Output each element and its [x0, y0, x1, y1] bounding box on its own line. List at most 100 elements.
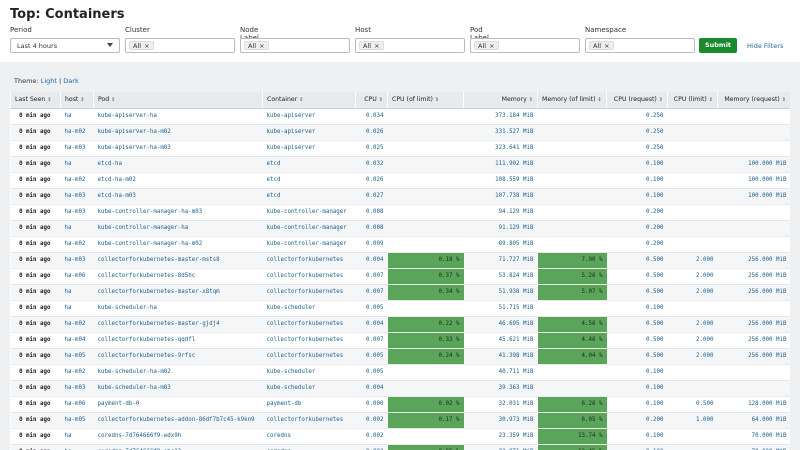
table-cell[interactable]: ha — [60, 220, 94, 237]
table-cell[interactable]: coredns-7d764666f9-wdx9h — [93, 428, 263, 445]
column-header[interactable]: Memory (of limit) ⇕ — [537, 92, 607, 109]
close-icon[interactable]: × — [144, 42, 150, 50]
table-cell[interactable]: ha-m03 — [60, 380, 94, 397]
table-cell[interactable]: ha — [60, 444, 94, 450]
table-row[interactable]: 0 min ago ha collectorforkubernetes-master… — [10, 284, 790, 301]
table-cell[interactable]: ha-m02 — [60, 316, 94, 333]
table-row[interactable]: 0 min ago ha-m02 collectorforkubernetes-ma… — [10, 316, 790, 333]
column-header[interactable]: Memory ⇕ — [463, 92, 538, 109]
table-cell[interactable]: kube-apiserver-ha-m02 — [93, 124, 263, 141]
table-cell[interactable]: etcd — [262, 156, 356, 173]
hide-filters-link[interactable]: Hide Filters — [747, 42, 784, 50]
table-cell[interactable]: etcd — [262, 188, 356, 205]
table-row[interactable]: 0 min ago ha coredns-7d764666f9-wdx9h cored… — [10, 428, 790, 445]
table-cell[interactable]: kube-scheduler-ha-m02 — [93, 364, 263, 381]
table-cell[interactable]: kube-apiserver — [262, 124, 356, 141]
table-cell[interactable]: etcd — [262, 172, 356, 189]
table-row[interactable]: 0 min ago ha-m05 collectorforkubernetes-9r… — [10, 348, 790, 365]
table-cell[interactable]: kube-controller-manager-ha-m03 — [93, 204, 263, 221]
submit-button[interactable]: Submit — [699, 38, 737, 53]
table-cell[interactable]: ha-m05 — [60, 348, 94, 365]
table-cell[interactable]: ha — [60, 156, 94, 173]
column-header[interactable]: CPU (of limit) ⇕ — [387, 92, 464, 109]
table-cell[interactable]: collectorforkubernetes-qqdfl — [93, 332, 263, 349]
table-cell[interactable]: ha-m02 — [60, 172, 94, 189]
sort-icon[interactable]: ⇕ — [434, 97, 440, 104]
host-input[interactable]: All × — [355, 38, 465, 53]
table-row[interactable]: 0 min ago ha-m02 kube-scheduler-ha-m02 kube… — [10, 364, 790, 381]
table-cell[interactable]: ha-m05 — [60, 412, 94, 429]
table-cell[interactable]: coredns — [262, 444, 356, 450]
table-row[interactable]: 0 min agohacoredns-7d764666f9-abc12cored… — [10, 444, 790, 450]
table-cell[interactable]: kube-controller-manager-ha — [93, 220, 263, 237]
table-row[interactable]: 0 min ago ha-m04 collectorforkubernetes-qq… — [10, 332, 790, 349]
table-cell[interactable]: ha-m03 — [60, 252, 94, 269]
table-row[interactable]: 0 min ago ha-m03 kube-scheduler-ha-m03 kube… — [10, 380, 790, 397]
table-cell[interactable]: collectorforkubernetes — [262, 268, 356, 285]
namespace-input[interactable]: All × — [585, 38, 695, 53]
table-cell[interactable]: ha-m03 — [60, 188, 94, 205]
table-cell[interactable]: collectorforkubernetes — [262, 316, 356, 333]
table-row[interactable]: 0 min ago ha-m06 collectorforkubernetes-8d… — [10, 268, 790, 285]
theme-light-link[interactable]: Light — [40, 77, 57, 85]
sort-icon[interactable]: ⇕ — [528, 97, 533, 104]
column-header[interactable]: Pod ⇕ — [93, 92, 263, 109]
sort-icon[interactable]: ⇕ — [708, 97, 713, 104]
table-cell[interactable]: collectorforkubernetes-master-msts8 — [93, 252, 263, 269]
sort-icon[interactable]: ⇕ — [47, 97, 52, 104]
table-cell[interactable]: kube-controller-manager — [262, 236, 356, 253]
table-cell[interactable]: collectorforkubernetes — [262, 348, 356, 365]
column-header[interactable]: host ⇕ — [60, 92, 94, 109]
table-cell[interactable]: collectorforkubernetes — [262, 412, 356, 429]
table-cell[interactable]: etcd-ha — [93, 156, 263, 173]
table-cell[interactable]: coredns-7d764666f9-abc12 — [93, 444, 263, 450]
table-row[interactable]: 0 min ago ha-m02 etcd-ha-m02 etcd 0.026 108.5… — [10, 172, 790, 189]
table-cell[interactable]: collectorforkubernetes-master-gjdj4 — [93, 316, 263, 333]
column-header[interactable]: CPU (request) ⇕ — [606, 92, 668, 109]
table-cell[interactable]: collectorforkubernetes-master-x8tqm — [93, 284, 263, 301]
table-cell[interactable]: collectorforkubernetes — [262, 284, 356, 301]
table-cell[interactable]: ha-m06 — [60, 396, 94, 413]
table-row[interactable]: 0 min ago ha-m03 kube-controller-manager-h… — [10, 204, 790, 221]
table-cell[interactable]: kube-scheduler — [262, 380, 356, 397]
table-cell[interactable]: coredns — [262, 428, 356, 445]
table-row[interactable]: 0 min ago ha etcd-ha etcd 0.032 111.902 MiB 0.… — [10, 156, 790, 173]
table-cell[interactable]: kube-apiserver — [262, 108, 356, 125]
theme-dark-link[interactable]: Dark — [63, 77, 79, 85]
table-cell[interactable]: ha-m02 — [60, 124, 94, 141]
table-cell[interactable]: collectorforkubernetes-addon-86df7b7c45-… — [93, 412, 263, 429]
table-cell[interactable]: kube-apiserver-ha — [93, 108, 263, 125]
table-cell[interactable]: ha — [60, 428, 94, 445]
table-cell[interactable]: kube-controller-manager — [262, 220, 356, 237]
table-cell[interactable]: collectorforkubernetes-9rfsc — [93, 348, 263, 365]
table-cell[interactable]: etcd-ha-m02 — [93, 172, 263, 189]
close-icon[interactable]: × — [374, 42, 380, 50]
sort-icon[interactable]: ⇕ — [597, 97, 602, 104]
table-cell[interactable]: ha-m02 — [60, 364, 94, 381]
table-cell[interactable]: collectorforkubernetes-8d5hc — [93, 268, 263, 285]
table-cell[interactable]: ha-m03 — [60, 140, 94, 157]
table-cell[interactable]: kube-scheduler-ha-m03 — [93, 380, 263, 397]
sort-icon[interactable]: ⇕ — [781, 97, 786, 104]
table-cell[interactable]: kube-apiserver-ha-m03 — [93, 140, 263, 157]
sort-icon[interactable]: ⇕ — [378, 97, 383, 104]
table-row[interactable]: 0 min ago ha-m02 kube-apiserver-ha-m02 kube… — [10, 124, 790, 141]
column-header[interactable]: CPU (limit) ⇕ — [667, 92, 718, 109]
table-cell[interactable]: kube-controller-manager — [262, 204, 356, 221]
table-row[interactable]: 0 min ago ha-m03 collectorforkubernetes-ma… — [10, 252, 790, 269]
table-cell[interactable]: collectorforkubernetes — [262, 252, 356, 269]
table-row[interactable]: 0 min ago ha kube-apiserver-ha kube-apiserv… — [10, 108, 790, 125]
period-select[interactable]: Last 4 hours — [10, 38, 120, 53]
close-icon[interactable]: × — [604, 42, 610, 50]
table-row[interactable]: 0 min ago ha-m03 etcd-ha-m03 etcd 0.027 107.7… — [10, 188, 790, 205]
column-header[interactable]: Last Seen ⇕ — [10, 92, 61, 109]
cluster-input[interactable]: All × — [125, 38, 235, 53]
table-cell[interactable]: ha — [60, 300, 94, 317]
table-cell[interactable]: etcd-ha-m03 — [93, 188, 263, 205]
table-cell[interactable]: collectorforkubernetes — [262, 332, 356, 349]
table-cell[interactable]: kube-scheduler-ha — [93, 300, 263, 317]
table-row[interactable]: 0 min ago ha-m06 payment-db-0 payment-db 0.0… — [10, 396, 790, 413]
table-cell[interactable]: ha-m06 — [60, 268, 94, 285]
pod-label-input[interactable]: All × — [470, 38, 580, 53]
table-row[interactable]: 0 min ago ha-m02 kube-controller-manager-h… — [10, 236, 790, 253]
